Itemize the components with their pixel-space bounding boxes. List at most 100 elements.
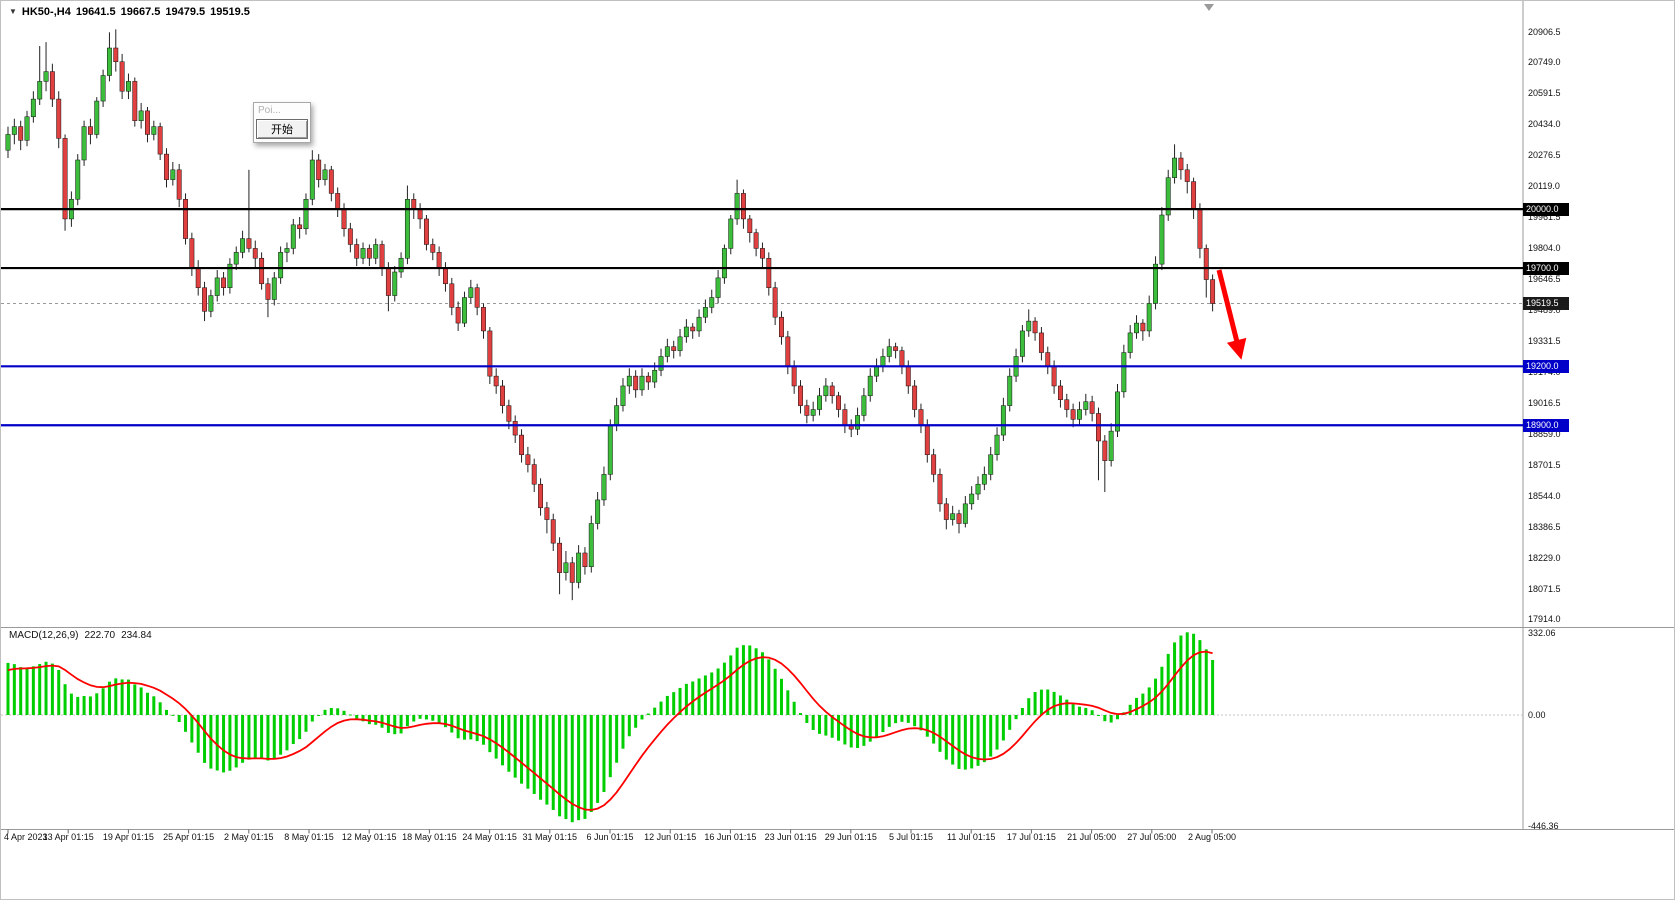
macd-histogram-bar <box>1103 715 1107 722</box>
macd-histogram-bar <box>1071 704 1075 715</box>
candle-bull <box>1007 375 1013 406</box>
candle-bear <box>645 375 651 383</box>
candle-bull <box>595 499 601 524</box>
macd-histogram-bar <box>101 688 105 715</box>
macd-histogram-bar <box>1020 707 1024 715</box>
time-axis-label: 2 Aug 05:00 <box>1187 832 1237 842</box>
candle-bear <box>1184 169 1190 182</box>
macd-axis-top-label: 332.06 <box>1528 628 1556 638</box>
candle-bear <box>512 421 518 436</box>
candle-bull <box>563 562 569 573</box>
macd-histogram-bar <box>906 715 910 723</box>
time-axis-label: 16 Jun 01:15 <box>704 832 757 842</box>
candle-bull <box>607 425 613 475</box>
time-axis-label: 11 Jul 01:15 <box>947 832 996 842</box>
macd-histogram-bar <box>1001 715 1005 741</box>
candle-bear <box>804 405 810 416</box>
candle-bear <box>430 244 436 253</box>
candle-bull <box>702 307 708 318</box>
macd-histogram-bar <box>456 715 460 739</box>
macd-histogram-bar <box>799 713 802 715</box>
macd-histogram-bar <box>196 715 200 753</box>
macd-histogram-bar <box>348 714 352 716</box>
macd-histogram-bar <box>323 709 327 715</box>
chart-title: ▼ HK50-,H4 19641.5 19667.5 19479.5 19519.5 <box>9 6 255 18</box>
candle-bear <box>113 47 119 63</box>
macd-histogram-bar <box>703 675 707 715</box>
candle-bull <box>817 395 822 410</box>
time-axis-label: 5 Jul 01:15 <box>888 832 934 842</box>
candle-bull <box>138 110 144 121</box>
candle-bear <box>893 346 899 351</box>
symbol-timeframe-label: HK50-,H4 <box>21 6 71 18</box>
candle-bull <box>1134 322 1139 334</box>
macd-histogram-bar <box>1116 715 1119 720</box>
candle-bull <box>664 346 670 357</box>
macd-histogram-bar <box>431 715 435 721</box>
macd-histogram-bar <box>665 695 669 715</box>
candle-bull <box>588 523 594 567</box>
price-axis-label: 20906.5 <box>1528 26 1561 37</box>
candle-bull <box>981 474 987 485</box>
candle-bull <box>867 375 873 397</box>
candle-bull <box>880 356 886 367</box>
candle-bull <box>392 271 398 296</box>
candle-bull <box>576 552 582 583</box>
ohlc-high: 19667.5 <box>120 6 161 18</box>
candle-bear <box>183 199 188 239</box>
start-button[interactable]: 开始 <box>256 119 308 139</box>
time-axis-label: 13 Apr 01:15 <box>42 832 94 842</box>
macd-histogram-bar <box>760 652 764 715</box>
macd-histogram-bar <box>767 659 771 715</box>
candle-bull <box>652 369 658 383</box>
candle-bull <box>728 218 734 249</box>
candle-bull <box>284 248 290 253</box>
candle-bull <box>1121 352 1127 393</box>
candle-bear <box>49 71 55 100</box>
candle-bull <box>823 385 829 397</box>
macd-histogram-bar <box>260 715 264 759</box>
macd-histogram-bar <box>957 715 961 769</box>
macd-histogram-bar <box>1090 710 1094 715</box>
candle-bull <box>1127 332 1133 353</box>
candle-bear <box>766 257 772 288</box>
macd-histogram-bar <box>114 678 118 715</box>
candle-bear <box>582 552 588 567</box>
macd-histogram-bar <box>507 715 511 772</box>
macd-histogram-bar <box>1058 695 1062 715</box>
trend-arrow-annotation[interactable] <box>1216 269 1247 360</box>
chart-shift-marker-icon[interactable] <box>1204 4 1214 11</box>
candle-bull <box>1172 157 1178 178</box>
candle-bear <box>1203 248 1209 280</box>
candle-bull <box>271 277 277 300</box>
time-axis-label: 2 May 01:15 <box>224 832 274 842</box>
candle-bull <box>1026 320 1032 332</box>
ohlc-low: 19479.5 <box>165 6 206 18</box>
macd-histogram-bar <box>25 667 29 715</box>
candle-bull <box>11 126 17 135</box>
macd-histogram-bar <box>748 645 752 715</box>
price-axis-label: 19961.5 <box>1528 212 1561 223</box>
ohlc-open: 19641.5 <box>75 6 116 18</box>
macd-name: MACD(12,26,9) <box>9 630 79 641</box>
candle-bear <box>931 454 937 475</box>
macd-histogram-bar <box>634 715 638 728</box>
candle-bear <box>956 513 962 524</box>
candle-bull <box>962 503 968 524</box>
macd-histogram-bar <box>792 701 796 715</box>
macd-histogram-bar <box>989 715 993 757</box>
macd-histogram-bar <box>837 715 841 741</box>
macd-histogram-bar <box>818 715 822 734</box>
time-axis-label: 25 Apr 01:15 <box>163 832 215 842</box>
macd-histogram-bar <box>361 715 365 722</box>
macd-histogram-bar <box>722 662 726 715</box>
candle-bull <box>626 375 632 387</box>
macd-histogram-bar <box>241 715 245 763</box>
macd-histogram-bar <box>44 661 48 715</box>
macd-histogram-bar <box>412 715 416 722</box>
macd-signal-value: 234.84 <box>121 630 152 641</box>
macd-histogram-bar <box>627 715 631 737</box>
macd-histogram-bar <box>1192 633 1196 715</box>
candle-bull <box>855 415 861 430</box>
